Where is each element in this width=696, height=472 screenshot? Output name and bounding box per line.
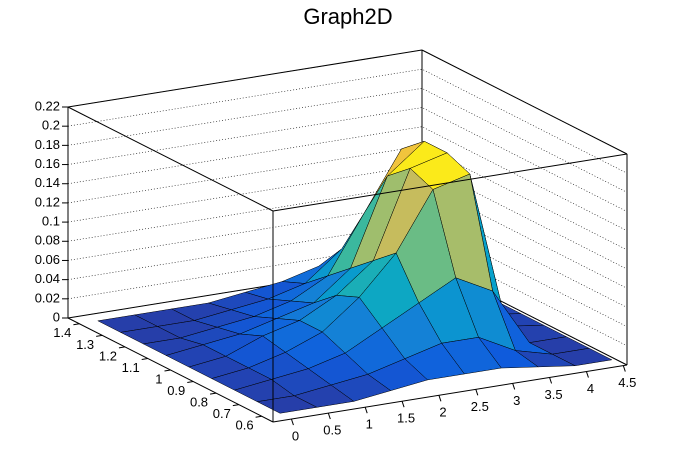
- x-tick: [290, 418, 294, 426]
- x-tick-label: 2: [439, 405, 446, 420]
- y-tick-label: 1: [155, 371, 162, 386]
- x-tick-label: 4.5: [618, 375, 636, 390]
- y-tick-label: 0.7: [213, 406, 231, 421]
- chart-title: Graph2D: [303, 4, 392, 29]
- y-tick-label: 1.2: [99, 348, 117, 363]
- y-tick-label: 1.3: [76, 337, 94, 352]
- x-tick: [438, 395, 442, 402]
- y-tick: [73, 323, 80, 326]
- box-edge: [67, 106, 274, 212]
- z-tick-label: 0.12: [35, 194, 60, 209]
- x-tick: [512, 383, 516, 390]
- surface-cell: [257, 395, 318, 414]
- y-tick: [164, 369, 171, 372]
- x-tick: [622, 365, 626, 372]
- x-tick: [364, 406, 368, 414]
- box-edge: [67, 49, 423, 108]
- x-tick: [549, 377, 553, 384]
- x-tick: [327, 412, 331, 420]
- x-tick-label: 0.5: [323, 423, 341, 438]
- x-tick-label: 1: [366, 417, 373, 432]
- x-tick-label: 4: [587, 381, 594, 396]
- x-tick-label: 0: [292, 428, 299, 443]
- y-tick-label: 1.1: [122, 360, 140, 375]
- y-tick: [209, 392, 217, 395]
- x-tick: [585, 371, 589, 378]
- z-tick-label: 0.06: [35, 252, 60, 267]
- y-tick: [118, 346, 126, 349]
- z-tick-label: 0.18: [35, 137, 60, 152]
- z-tick-label: 0.16: [35, 156, 60, 171]
- y-tick: [141, 357, 148, 360]
- y-tick-label: 0.9: [167, 383, 185, 398]
- y-tick: [232, 404, 239, 407]
- y-tick-label: 0.6: [236, 418, 254, 433]
- x-tick: [475, 389, 479, 396]
- x-tick-label: 1.5: [397, 411, 415, 426]
- x-tick-label: 3.5: [545, 387, 563, 402]
- z-tick-label: 0.04: [35, 271, 60, 286]
- box-edge: [272, 153, 628, 212]
- x-tick: [401, 401, 405, 408]
- box-edge: [272, 364, 628, 423]
- z-tick-label: 0.08: [35, 233, 60, 248]
- z-tick-label: 0.14: [35, 175, 60, 190]
- y-tick-label: 0.8: [190, 395, 208, 410]
- z-tick-label: 0.22: [35, 98, 60, 113]
- y-tick: [255, 415, 262, 418]
- x-tick-label: 3: [513, 393, 520, 408]
- y-tick-label: 1.4: [53, 325, 71, 340]
- z-tick-label: 0: [53, 309, 60, 324]
- y-tick: [187, 381, 194, 384]
- y-tick: [96, 334, 103, 337]
- z-tick-label: 0.2: [42, 118, 60, 133]
- x-tick-label: 2.5: [471, 399, 489, 414]
- z-tick-label: 0.1: [42, 214, 60, 229]
- z-tick-label: 0.02: [35, 290, 60, 305]
